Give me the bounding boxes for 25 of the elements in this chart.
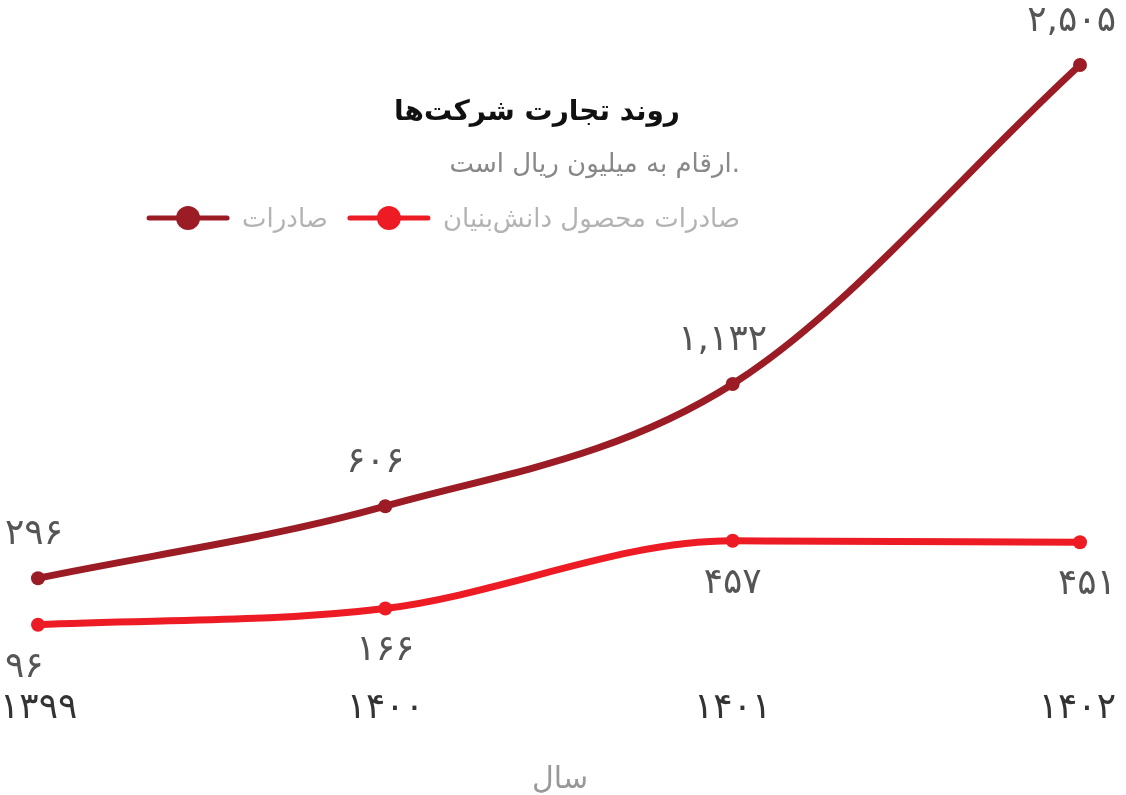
point xyxy=(378,499,393,514)
x-tick-label: ۱۳۹۹ xyxy=(0,685,78,726)
data-label: ۲۹۶ xyxy=(5,511,64,553)
data-label: ۹۶ xyxy=(5,643,44,685)
point xyxy=(725,533,740,548)
x-tick-label: ۱۴۰۱ xyxy=(693,685,772,726)
legend-label: صادرات xyxy=(242,203,328,233)
x-axis-title: سال xyxy=(531,760,589,795)
text: روند تجارت شرکت‌ها xyxy=(394,94,680,127)
x-tick-label: ۱۴۰۰ xyxy=(346,685,425,726)
data-label: ۱۶۶ xyxy=(356,627,415,669)
x-tick-label: ۱۴۰۲ xyxy=(1038,685,1116,726)
data-label: ۴۵۷ xyxy=(703,559,762,601)
point xyxy=(725,377,740,391)
point xyxy=(1073,58,1087,72)
data-label: ۴۵۱ xyxy=(1057,561,1116,603)
data-label: ۶۰۶ xyxy=(346,439,405,481)
point xyxy=(378,601,393,616)
legend-label: صادرات محصول دانش‌بنیان xyxy=(442,203,740,234)
data-label: ۲,۵۰۵ xyxy=(1027,0,1116,39)
point xyxy=(1073,535,1087,550)
point xyxy=(31,571,45,586)
data-label: ۱,۱۳۲ xyxy=(678,317,768,358)
text: ارقام به میلیون ریال است. xyxy=(449,148,740,179)
point xyxy=(31,617,45,632)
